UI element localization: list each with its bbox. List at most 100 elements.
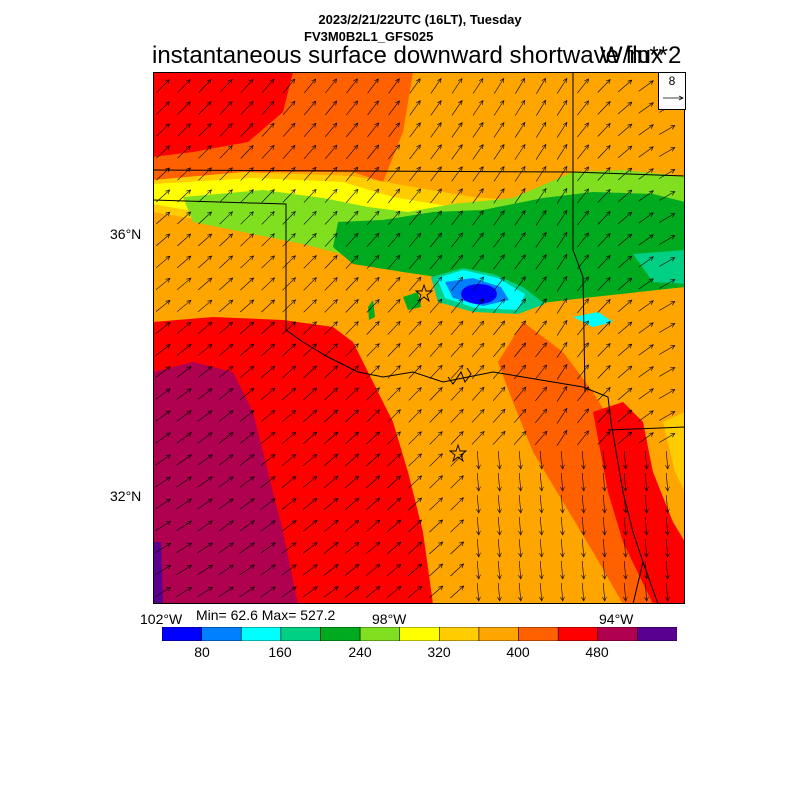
header-model-name: FV3M0B2L1_GFS025	[304, 29, 434, 44]
wind-arrow	[198, 79, 212, 93]
wind-arrow	[177, 145, 191, 159]
wind-arrow	[556, 319, 568, 336]
wind-arrow	[556, 253, 568, 270]
wind-arrow	[514, 320, 527, 336]
wind-arrow	[365, 541, 381, 555]
wind-arrow	[597, 365, 611, 379]
wind-arrow	[513, 430, 527, 445]
wind-arrow	[623, 494, 628, 514]
wind-arrow	[429, 519, 444, 533]
wind-arrow	[492, 430, 506, 445]
wind-arrow	[577, 144, 590, 160]
wind-arrow	[218, 387, 234, 400]
wind-arrow	[323, 564, 339, 576]
wind-arrow	[260, 409, 276, 422]
wind-arrow	[261, 321, 276, 335]
wind-arrow	[535, 165, 547, 182]
wind-arrow	[472, 144, 484, 160]
wind-arrow	[429, 298, 443, 313]
wind-arrow	[261, 365, 276, 379]
wind-arrow	[644, 516, 649, 536]
wind-arrow	[659, 433, 676, 443]
wind-arrow	[450, 563, 465, 577]
wind-arrow	[581, 582, 586, 602]
wind-arrow	[345, 232, 359, 247]
colorbar-tick-label: 320	[427, 644, 451, 660]
wind-arrow	[366, 232, 380, 247]
wind-arrow	[665, 538, 670, 558]
wind-arrow	[302, 542, 318, 554]
wind-arrow	[324, 453, 339, 467]
wind-arrow	[535, 143, 547, 160]
wind-arrow	[450, 408, 464, 423]
wind-arrow	[282, 122, 296, 137]
wind-arrow	[197, 299, 213, 313]
wind-arrow	[597, 431, 611, 445]
wind-arrow	[388, 122, 400, 138]
wind-arrow	[597, 101, 611, 115]
wind-arrow	[451, 122, 463, 138]
wind-arrow	[597, 299, 611, 313]
wind-arrow	[644, 472, 649, 492]
wind-arrow	[240, 343, 255, 357]
wind-arrow	[240, 277, 255, 291]
colorbar-tick-label: 240	[348, 644, 372, 660]
wind-arrow	[659, 191, 676, 201]
wind-arrow	[518, 516, 523, 536]
wind-arrow	[155, 277, 171, 290]
colorbar-swatch	[162, 627, 203, 641]
wind-arrow	[513, 386, 527, 402]
wind-arrow	[556, 429, 568, 446]
wind-arrow	[197, 476, 213, 488]
wind-arrow	[618, 365, 633, 379]
wind-arrow	[366, 387, 380, 401]
wind-arrow	[261, 211, 275, 225]
wind-arrow	[366, 409, 380, 423]
wind-arrow	[430, 122, 442, 138]
wind-arrow	[155, 299, 171, 312]
wind-arrow	[387, 320, 401, 335]
wind-arrow	[387, 276, 401, 291]
wind-arrow	[408, 563, 423, 577]
wind-arrow	[518, 472, 523, 492]
wind-arrow	[324, 122, 338, 138]
wind-arrow	[240, 100, 254, 115]
wind-arrow	[536, 99, 547, 116]
wind-arrow	[304, 78, 317, 94]
wind-arrow	[386, 563, 402, 577]
wind-arrow	[218, 498, 234, 510]
wind-arrow	[198, 255, 213, 269]
wind-arrow	[644, 450, 649, 470]
wind-arrow	[387, 254, 401, 269]
header-valid-time: 2023/2/21/22UTC (16LT), Tuesday	[318, 12, 522, 27]
wind-arrow	[450, 475, 464, 489]
wind-arrow	[560, 516, 565, 536]
wind-arrow	[261, 343, 276, 357]
wind-arrow	[623, 582, 628, 602]
wind-arrow	[177, 167, 192, 181]
wind-arrow	[493, 210, 505, 226]
wind-arrow	[577, 298, 590, 314]
wind-arrow	[344, 563, 360, 576]
wind-arrow	[281, 453, 297, 466]
wind-arrow	[577, 364, 590, 380]
wind-arrow	[535, 342, 548, 358]
wind-arrow	[366, 276, 380, 291]
wind-arrow	[597, 255, 611, 269]
colorbar-swatch	[439, 627, 480, 641]
wind-arrow	[659, 257, 676, 267]
wind-arrow	[387, 475, 402, 489]
wind-arrow	[261, 233, 275, 247]
wind-arrow	[366, 188, 380, 204]
wind-arrow	[497, 560, 502, 580]
wind-arrow	[514, 99, 526, 116]
wind-arrow	[303, 255, 317, 269]
wind-arrow	[409, 188, 422, 204]
wind-arrow	[198, 101, 212, 115]
colorbar-swatch	[557, 627, 599, 641]
wind-arrow	[539, 538, 544, 558]
wind-arrow	[239, 409, 255, 422]
wind-arrow	[497, 472, 502, 492]
wind-arrow	[176, 388, 192, 400]
wind-arrow	[514, 254, 526, 270]
